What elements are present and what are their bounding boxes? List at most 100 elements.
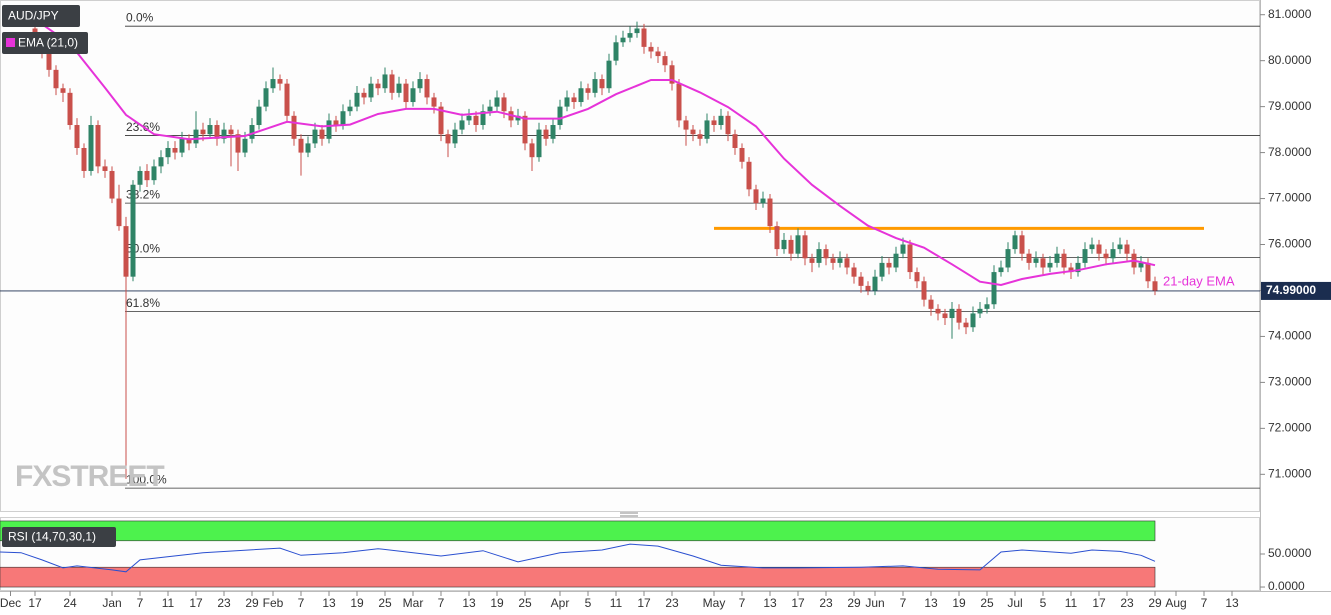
candle-body [858, 276, 864, 286]
y-tick-label: 71.0000 [1268, 466, 1312, 480]
candle-body [319, 129, 325, 139]
candle-body [228, 129, 234, 135]
candle-body [116, 198, 122, 227]
candle-body [375, 83, 381, 89]
symbol-label: AUD/JPY [8, 9, 59, 23]
candle-body [109, 170, 115, 199]
y-tick-label: 77.0000 [1268, 191, 1312, 205]
candle-body [970, 313, 976, 328]
candle-body [984, 304, 990, 309]
candle-body [774, 226, 780, 250]
last-price-label: 74.99000 [1266, 283, 1316, 297]
rsi-band [0, 520, 1156, 542]
candle-body [662, 56, 668, 66]
x-tick-label: 25 [378, 596, 392, 610]
symbol-box [2, 5, 80, 27]
legend-box [2, 32, 88, 54]
candle-body [102, 166, 108, 171]
candle-body [67, 92, 73, 126]
candle-body [382, 74, 388, 89]
candle-body [494, 97, 500, 107]
candle-body [424, 79, 430, 98]
main-panel [0, 0, 1260, 512]
candle-body [1138, 262, 1144, 268]
candle-body [466, 115, 472, 121]
rsi-legend-box [2, 527, 116, 547]
candle-body [606, 60, 612, 89]
candle-body [592, 79, 598, 93]
candle-body [123, 226, 129, 277]
candle-body [1152, 281, 1158, 291]
candle-body [270, 79, 276, 89]
y-tick-label: 74.0000 [1268, 329, 1312, 343]
candle-body [53, 69, 59, 89]
candle-body [354, 92, 360, 107]
x-tick-label: 24 [63, 596, 77, 610]
candle-body [830, 258, 836, 263]
candle-body [501, 97, 507, 112]
candle-body [200, 129, 206, 135]
candle-body [1012, 235, 1018, 250]
candle-body [1068, 267, 1074, 273]
candle-body [746, 161, 752, 190]
candle-body [186, 138, 192, 144]
candle-body [851, 267, 857, 277]
x-tick-label: 17 [791, 596, 805, 610]
candle-body [480, 111, 486, 126]
x-tick-label: 13 [1225, 596, 1239, 610]
candle-body [1047, 262, 1053, 268]
candle-body [249, 125, 255, 139]
fib-label: 61.8% [126, 296, 160, 310]
candle-body [620, 37, 626, 43]
candle-body [739, 147, 745, 162]
candle-body [242, 138, 248, 153]
candle-body [914, 272, 920, 282]
y-tick-label: 73.0000 [1268, 375, 1312, 389]
x-tick-label: Apr [551, 596, 570, 610]
candle-body [88, 125, 94, 171]
fib-label: 0.0% [126, 10, 154, 24]
legend-swatch [6, 38, 15, 47]
x-tick-label: 7 [900, 596, 907, 610]
candle-body [277, 79, 283, 84]
candle-body [151, 166, 157, 181]
x-tick-label: 23 [819, 596, 833, 610]
x-tick-label: 23 [217, 596, 231, 610]
candle-body [431, 97, 437, 107]
rsi-plot [0, 520, 1156, 588]
candle-body [1054, 253, 1060, 263]
x-tick-label: 17 [637, 596, 651, 610]
x-tick-label: 11 [610, 596, 623, 610]
candle-body [991, 272, 997, 305]
x-tick-label: Feb [263, 596, 284, 610]
candle-body [788, 239, 794, 254]
y-tick-label: 81.0000 [1268, 7, 1312, 21]
candle-body [641, 28, 647, 47]
candle-body [445, 134, 451, 144]
x-tick-label: Dec [0, 596, 21, 610]
candle-body [536, 129, 542, 158]
candle-body [963, 322, 969, 328]
x-tick-label: Jun [865, 596, 884, 610]
candle-body [529, 143, 535, 158]
candle-body [844, 258, 850, 268]
x-tick-label: 13 [763, 596, 777, 610]
candle-body [263, 88, 269, 107]
last-price-box [1261, 281, 1331, 300]
candle-body [1026, 253, 1032, 263]
candle-body [361, 92, 367, 98]
x-tick-label: 17 [28, 596, 42, 610]
x-tick-label: 7 [438, 596, 445, 610]
candle-body [515, 115, 521, 121]
candle-body [487, 106, 493, 112]
candle-body [158, 157, 164, 167]
candle-body [669, 65, 675, 84]
ema-line [34, 18, 1156, 287]
candle-body [522, 115, 528, 144]
x-tick-label: 29 [847, 596, 861, 610]
candle-body [781, 239, 787, 250]
candle-body [795, 235, 801, 254]
fib-label: 100.0% [126, 472, 167, 486]
panel-handle[interactable] [620, 512, 638, 517]
